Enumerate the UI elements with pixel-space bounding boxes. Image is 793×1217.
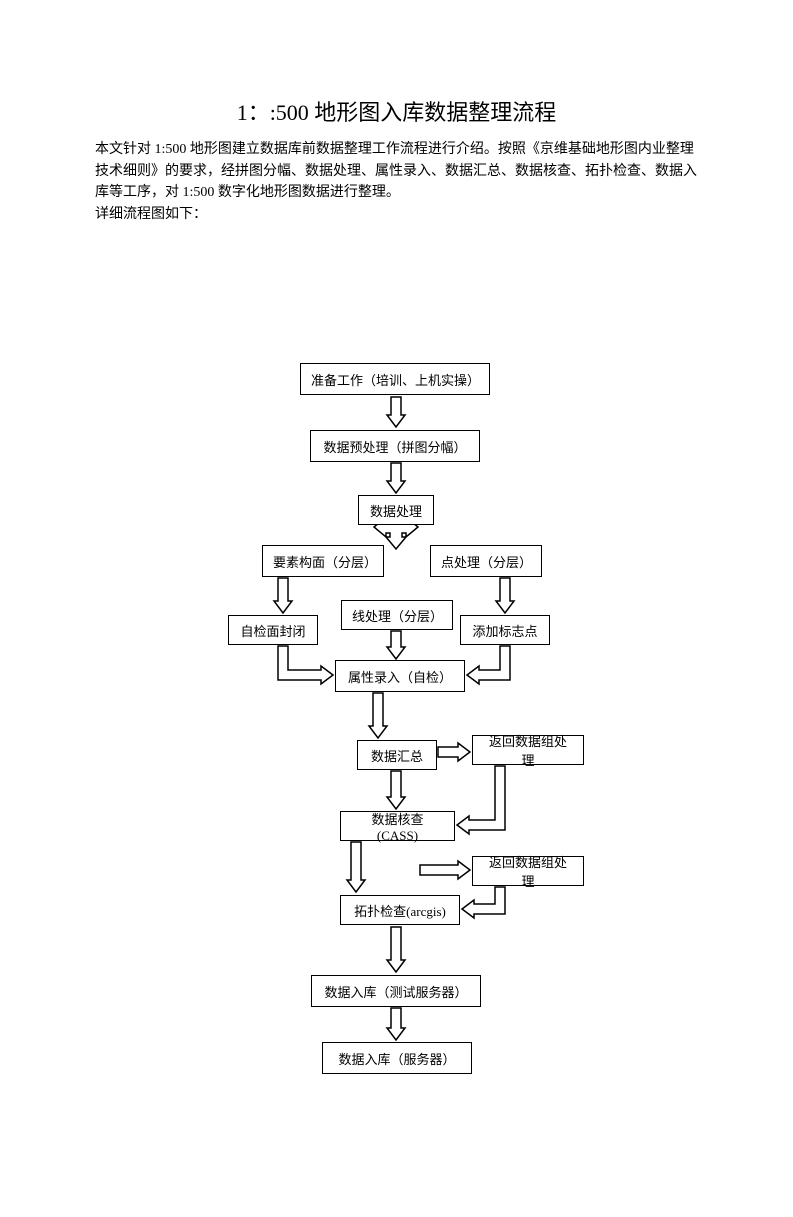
flow-node: 数据入库（服务器） bbox=[322, 1042, 472, 1074]
flow-node: 数据入库（测试服务器） bbox=[311, 975, 481, 1007]
flow-node: 线处理（分层） bbox=[341, 600, 453, 630]
flow-node: 返回数据组处理 bbox=[472, 735, 584, 765]
flow-node: 数据汇总 bbox=[357, 740, 437, 770]
flow-node: 数据核查(CASS) bbox=[340, 811, 455, 841]
flow-node: 数据处理 bbox=[358, 495, 434, 525]
flow-node: 拓扑检查(arcgis) bbox=[340, 895, 460, 925]
flow-node: 自检面封闭 bbox=[228, 615, 318, 645]
flow-node: 数据预处理（拼图分幅） bbox=[310, 430, 480, 462]
flow-node: 准备工作（培训、上机实操） bbox=[300, 363, 490, 395]
flow-node: 属性录入（自检） bbox=[335, 660, 465, 692]
flow-node: 要素构面（分层） bbox=[262, 545, 384, 577]
flow-node: 添加标志点 bbox=[460, 615, 550, 645]
flow-node: 返回数据组处理 bbox=[472, 856, 584, 886]
flow-node: 点处理（分层） bbox=[430, 545, 542, 577]
